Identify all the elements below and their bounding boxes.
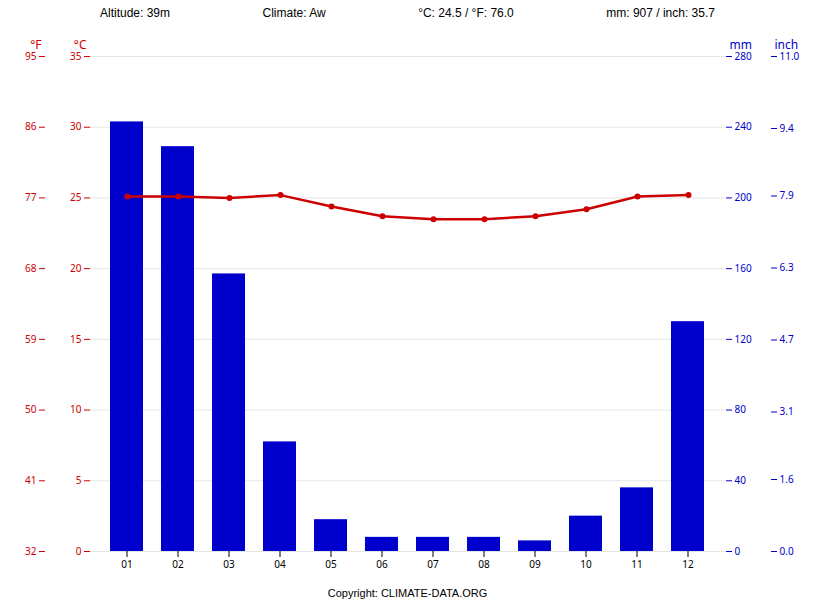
svg-text:77: 77 [25,190,37,204]
svg-text:10: 10 [70,402,82,416]
svg-text:280: 280 [734,48,752,63]
svg-text:41: 41 [25,473,36,487]
html-text:Climate: Aw: Climate: Aw [262,6,326,20]
html-text:Copyright: CLIMATE-DATA.ORG: Copyright: CLIMATE-DATA.ORG [327,587,488,599]
svg-text:25: 25 [70,190,82,204]
svg-text:68: 68 [25,261,37,275]
svg-text:06: 06 [376,557,388,571]
svg-text:05: 05 [325,557,337,571]
svg-text:6.3: 6.3 [780,260,794,274]
svg-text:°F: °F [30,36,41,53]
svg-text:15: 15 [70,332,82,346]
svg-text:02: 02 [172,557,184,571]
svg-text:59: 59 [25,332,37,346]
svg-text:120: 120 [735,332,752,346]
svg-text:7.9: 7.9 [780,188,794,202]
svg-text:inch: inch [775,36,799,53]
svg-text:20: 20 [70,261,82,275]
svg-text:9.4: 9.4 [780,121,794,135]
svg-text:11.0: 11.0 [779,48,800,63]
svg-text:01: 01 [121,557,132,571]
svg-text:1.6: 1.6 [780,472,794,486]
svg-text:30: 30 [70,119,82,133]
svg-text:200: 200 [735,190,752,204]
svg-text:12: 12 [682,557,694,571]
svg-text:4.7: 4.7 [780,332,794,346]
svg-text:03: 03 [223,557,235,571]
svg-text:11: 11 [631,557,642,571]
svg-text:40: 40 [735,473,747,487]
svg-text:0: 0 [76,544,82,558]
html-text:mm: 907 / inch: 35.7: mm: 907 / inch: 35.7 [606,6,715,20]
svg-text:32: 32 [25,544,37,558]
svg-text:04: 04 [274,557,286,571]
svg-text:10: 10 [580,557,592,571]
svg-text:240: 240 [735,119,752,133]
svg-text:160: 160 [735,261,752,275]
svg-text:3.1: 3.1 [780,404,794,418]
svg-text:08: 08 [478,557,490,571]
svg-text:07: 07 [427,557,439,571]
html-text:°C: 24.5 / °F: 76.0: °C: 24.5 / °F: 76.0 [418,6,514,20]
html-text:Altitude: 39m: Altitude: 39m [100,6,170,20]
svg-text:35: 35 [70,48,82,63]
svg-text:95: 95 [25,48,37,63]
svg-text:°C: °C [74,36,87,53]
svg-text:0: 0 [735,544,741,558]
svg-text:50: 50 [25,402,37,416]
svg-text:80: 80 [735,402,747,416]
svg-text:86: 86 [25,119,37,133]
svg-text:mm: mm [730,36,752,53]
svg-text:5: 5 [76,473,82,487]
svg-text:09: 09 [529,557,541,571]
svg-text:0.0: 0.0 [780,544,794,558]
